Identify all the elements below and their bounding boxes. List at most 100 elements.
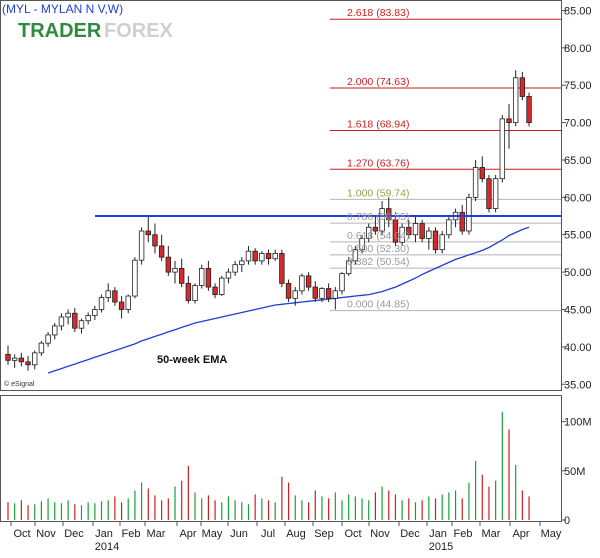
fib-level-label: 0.000 (44.85): [347, 299, 409, 311]
candle-body: [339, 273, 345, 292]
candle-body: [512, 77, 519, 124]
candle-body: [426, 230, 432, 239]
price-tick-label: 50.00: [564, 267, 592, 279]
price-axis: 35.00 40.00 45.00 50.00 55.00 60.00 65.00 70.00…: [561, 5, 592, 391]
candle-body: [125, 295, 131, 310]
price-tick-label: 75.00: [564, 80, 592, 92]
fibonacci-labels: 2.618 (83.83) 2.000 (74.63) 1.618 (68.94) 1…: [347, 7, 409, 310]
ema-line-group: [47, 226, 530, 374]
month-label: Apr: [179, 528, 196, 540]
month-label: Sep: [314, 528, 334, 540]
candle-body: [312, 286, 318, 299]
month-label: May: [202, 528, 223, 540]
price-tick-label: 70.00: [564, 118, 592, 130]
candle-body: [105, 290, 111, 298]
fibonacci-lines: [330, 18, 561, 312]
month-label: Jan: [95, 528, 113, 540]
month-label: Mar: [147, 528, 166, 540]
candle-body: [285, 282, 292, 299]
price-tick-label: 60.00: [564, 192, 592, 204]
volume-axis: 0 50M 100M: [561, 417, 592, 527]
candle-body: [32, 352, 38, 366]
candle-body: [65, 312, 71, 318]
candle-body: [459, 211, 465, 232]
candle-body: [178, 267, 185, 284]
candle-body: [392, 219, 399, 243]
candle-body: [325, 288, 332, 299]
year-label: 2014: [95, 541, 119, 553]
month-label: Jun: [230, 528, 248, 540]
price-tick-label: 55.00: [564, 230, 592, 242]
volume-tick-label: 50M: [564, 466, 585, 478]
candle-body: [359, 238, 365, 251]
price-tick-label: 35.00: [564, 379, 592, 391]
ema-line: [47, 226, 530, 374]
price-tick-label: 80.00: [564, 43, 592, 55]
candle-body: [252, 250, 258, 262]
month-label: Dec: [400, 528, 420, 540]
candle-body: [45, 334, 51, 344]
candle-body: [165, 256, 172, 273]
candle-body: [479, 167, 485, 180]
fib-level-label: 2.618 (83.83): [347, 7, 409, 19]
candle-body: [412, 223, 419, 236]
candle-body: [519, 77, 526, 97]
month-label: Feb: [454, 528, 473, 540]
volume-tick-label: 100M: [564, 417, 592, 429]
candle-body: [366, 226, 372, 239]
fib-level-label: 0.786 (56.55): [347, 211, 409, 223]
candle-body: [439, 234, 445, 251]
month-label: Apr: [512, 528, 529, 540]
candle-body: [279, 253, 285, 284]
candle-body: [138, 230, 145, 261]
candle-body: [259, 253, 265, 262]
candle-body: [158, 245, 165, 258]
candle-body: [145, 230, 151, 236]
candle-body: [212, 286, 218, 295]
candle-body: [25, 361, 31, 366]
price-tick-label: 65.00: [564, 155, 592, 167]
candles-group: [5, 70, 532, 371]
candle-body: [399, 226, 405, 243]
candle-body: [219, 277, 225, 295]
candle-body: [486, 178, 492, 209]
candle-body: [319, 288, 325, 299]
candle-body: [85, 315, 91, 322]
candle-body: [466, 196, 472, 232]
candle-body: [499, 118, 506, 180]
month-label: Oct: [13, 528, 30, 540]
candle-body: [432, 230, 439, 251]
candle-body: [98, 297, 105, 310]
candle-body: [492, 178, 499, 209]
candle-body: [58, 316, 65, 327]
volume-tick-label: 0: [564, 515, 570, 527]
candle-body: [372, 226, 379, 232]
year-label: 2015: [429, 541, 453, 553]
candle-body: [232, 264, 238, 273]
candle-body: [5, 353, 11, 361]
fib-level-label: 2.000 (74.63): [347, 76, 409, 88]
candle-body: [118, 301, 125, 310]
candle-body: [305, 275, 312, 288]
candle-body: [446, 219, 452, 236]
month-label: Nov: [370, 528, 390, 540]
candle-body: [299, 275, 305, 292]
price-tick-label: 40.00: [564, 342, 592, 354]
time-axis: Oct Nov Dec Jan Feb Mar Apr May Jun Jul Aug Sep Oct N…: [10, 521, 562, 553]
candle-body: [172, 267, 178, 273]
price-panel-border: [0, 0, 562, 391]
candle-body: [112, 290, 118, 303]
fib-level-label: 1.270 (63.76): [347, 157, 409, 169]
candle-body: [18, 357, 25, 363]
candle-body: [38, 342, 45, 354]
fib-level-label: 1.618 (68.94): [347, 119, 409, 131]
candle-body: [185, 282, 192, 301]
candle-body: [265, 253, 272, 260]
month-label: Jan: [429, 528, 447, 540]
source-label: © eSignal: [4, 380, 35, 388]
fib-level-label: 0.500 (52.30): [347, 243, 409, 255]
candle-body: [152, 234, 158, 247]
candle-body: [379, 208, 385, 232]
candle-body: [239, 260, 245, 266]
